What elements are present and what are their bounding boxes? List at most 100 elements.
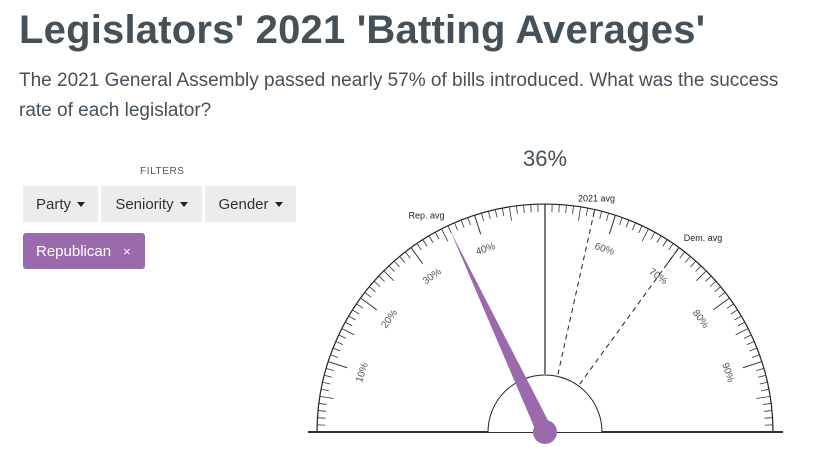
gauge-tick <box>705 275 712 282</box>
gauge-tick <box>684 256 691 263</box>
active-filter-label: Republican <box>36 242 112 260</box>
gauge-needle-pivot <box>533 420 557 444</box>
gauge-tick <box>332 347 341 352</box>
gauge-tick-label: 70% <box>646 266 669 287</box>
gauge-tick <box>585 207 589 216</box>
gauge-tick <box>467 217 471 226</box>
gauge-tick-label: 40% <box>474 241 497 258</box>
gauge-tick <box>501 207 505 216</box>
caret-down-icon <box>77 201 85 207</box>
gauge-tick <box>668 243 674 251</box>
party-filter-button[interactable]: Party <box>23 186 98 222</box>
gauge-tick <box>709 280 717 287</box>
gauge-tick <box>341 328 355 336</box>
caret-down-icon <box>274 201 283 207</box>
gauge-tick <box>749 347 758 352</box>
gauge-tick <box>338 334 347 339</box>
gauge-tick <box>638 225 643 234</box>
gauge-tick <box>737 321 745 327</box>
gauge-tick <box>474 215 482 235</box>
gauge-tick <box>494 209 498 218</box>
gauge-tick <box>523 204 525 214</box>
gauge-tick-label: 30% <box>421 266 444 287</box>
gauge-tick <box>718 291 726 298</box>
gauge-tick <box>454 222 458 231</box>
gauge-tick <box>319 395 334 399</box>
caret-down-icon <box>179 201 188 207</box>
gauge-marker-line <box>557 211 595 376</box>
gauge-tick <box>743 334 752 339</box>
filters-label: FILTERS <box>140 166 185 177</box>
gauge-tick <box>348 315 356 321</box>
gauge-tick <box>345 321 353 327</box>
gauge-tick <box>516 205 518 214</box>
gauge-tick <box>378 275 385 282</box>
gauge-tick <box>416 243 422 251</box>
gauge-tick <box>410 247 424 265</box>
gauge-tick <box>317 417 326 419</box>
gauge-tick <box>641 228 649 242</box>
gauge-tick <box>578 206 582 221</box>
gauge-tick <box>352 309 360 315</box>
gauge-tick <box>761 388 770 392</box>
gauge-tick <box>422 239 428 247</box>
gender-filter-label: Gender <box>218 195 269 213</box>
gauge-tick <box>756 368 765 372</box>
gauge-tick <box>325 368 334 372</box>
gauge-tick-label: 60% <box>593 241 616 258</box>
gauge-tick <box>756 395 771 399</box>
gauge-tick-label: 90% <box>719 361 736 384</box>
gauge-tick <box>434 232 440 240</box>
close-icon[interactable]: × <box>123 243 131 259</box>
gauge-tick <box>487 211 491 220</box>
gauge-tick <box>625 219 630 228</box>
seniority-filter-label: Seniority <box>115 195 174 213</box>
gauge-tick <box>317 410 327 412</box>
gauge-tick <box>460 219 465 228</box>
gauge-tick <box>696 270 707 281</box>
gauge-tick <box>558 204 560 213</box>
page-title: Legislators' 2021 'Batting Averages' <box>19 8 706 52</box>
gauge-tick <box>690 260 697 268</box>
gauge-tick <box>746 341 755 345</box>
gauge-tick <box>608 215 616 235</box>
gauge-tick <box>369 286 376 293</box>
gauge-tick <box>619 217 623 226</box>
gauge-tick <box>764 417 773 419</box>
gauge-tick <box>393 260 400 268</box>
gender-filter-button[interactable]: Gender <box>205 186 296 222</box>
gauge-tick <box>318 403 327 405</box>
page-subtitle: The 2021 General Assembly passed nearly … <box>19 70 779 121</box>
gauge-tick <box>388 265 395 272</box>
gauge-tick <box>662 239 668 247</box>
gauge-tick <box>763 410 773 412</box>
gauge-tick <box>324 374 333 378</box>
gauge-tick <box>763 403 772 405</box>
gauge-tick <box>742 361 762 369</box>
gauge-tick <box>530 204 532 213</box>
gauge-tick <box>735 328 749 336</box>
seniority-filter-button[interactable]: Seniority <box>101 186 202 222</box>
gauge-tick <box>757 374 766 378</box>
gauge-tick <box>481 212 485 221</box>
gauge-tick <box>373 280 381 287</box>
gauge-tick <box>599 211 603 220</box>
gauge-marker-label: Dem. avg <box>684 233 723 243</box>
gauge-tick <box>650 232 656 240</box>
gauge-tick <box>441 228 449 242</box>
gauge-tick <box>730 309 738 315</box>
gauge-tick <box>734 315 742 321</box>
gauge-tick <box>320 388 329 392</box>
gauge-tick <box>656 235 662 243</box>
gauge-marker-label: 2021 avg <box>578 194 615 204</box>
gauge-tick <box>759 381 768 385</box>
gauge-tick <box>404 251 411 259</box>
active-filter-republican[interactable]: Republican × <box>23 233 145 269</box>
gauge-value-label: 36% <box>523 146 567 171</box>
gauge-tick <box>383 270 394 281</box>
gauge-tick-label: 10% <box>354 361 371 384</box>
gauge-tick <box>712 297 730 311</box>
gauge-tick <box>714 286 721 293</box>
gauge-tick <box>508 206 512 221</box>
